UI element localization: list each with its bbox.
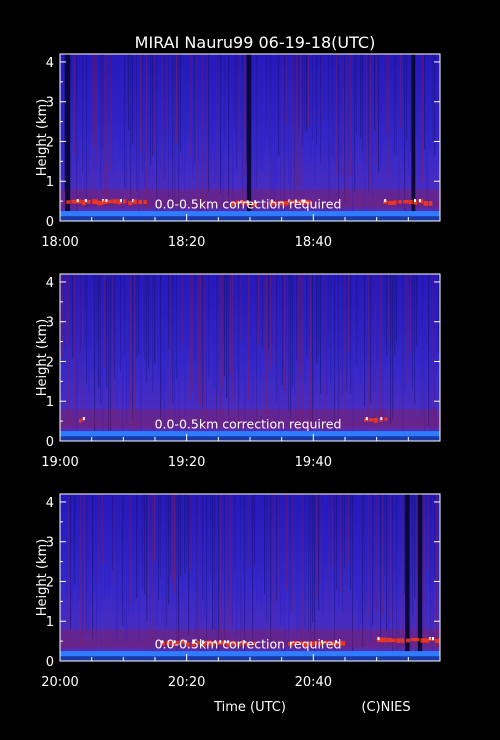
correction-annotation: 0.0-0.5km correction required <box>155 196 342 211</box>
y-tick-label: 2 <box>46 135 54 150</box>
cloud-layer <box>383 199 433 206</box>
credit-label: (C)NIES <box>361 700 410 715</box>
x-tick-label: 20:00 <box>41 675 78 690</box>
panel-3: 0.0-0.5km correction required 0 1 2 3 4 20:00 2… <box>35 493 441 690</box>
x-tick-label: 18:40 <box>295 235 332 250</box>
y-tick-label: 0 <box>46 655 54 670</box>
correction-annotation: 0.0-0.5km correction required <box>155 416 342 431</box>
heatmap-field <box>60 54 440 221</box>
panels-container: 0.0-0.5km correction required 0 1 2 3 4 18:00 1… <box>35 53 441 690</box>
x-tick-label: 18:00 <box>41 235 78 250</box>
x-tick-label: 19:40 <box>295 455 332 470</box>
y-tick-label: 4 <box>46 56 54 71</box>
cloud-layer <box>79 417 85 423</box>
x-tick-label: 19:00 <box>41 455 78 470</box>
x-axis-label: Time (UTC) <box>213 700 286 715</box>
correction-annotation: 0.0-0.5km correction required <box>155 636 342 651</box>
y-tick-label: 3 <box>46 316 54 331</box>
surface-band <box>60 211 440 221</box>
y-tick-label: 1 <box>46 615 54 630</box>
y-axis-label: Height (km) <box>35 319 50 396</box>
y-tick-label: 3 <box>46 96 54 111</box>
dark-column <box>246 54 252 221</box>
cloud-layer <box>231 200 257 207</box>
noise-texture <box>60 274 440 441</box>
figure-title: MIRAI Nauru99 06-19-18(UTC) <box>135 33 376 52</box>
boundary-layer-haze <box>60 409 440 428</box>
cloud-layer <box>269 199 312 206</box>
y-tick-label: 1 <box>46 395 54 410</box>
cloud-layer <box>364 417 388 423</box>
noise-texture <box>60 54 440 221</box>
y-tick-label: 0 <box>46 215 54 230</box>
x-tick-label: 20:20 <box>168 675 205 690</box>
cloud-layer <box>161 640 256 647</box>
panel-2: 0.0-0.5km correction required 0 1 2 3 4 19:00 1… <box>35 273 441 470</box>
heatmap-background <box>60 274 440 441</box>
dark-column <box>405 494 410 661</box>
y-tick-label: 1 <box>46 175 54 190</box>
dark-column <box>65 54 71 221</box>
y-axis-label: Height (km) <box>35 99 50 176</box>
heatmap-field <box>60 274 440 441</box>
dark-column <box>417 494 423 661</box>
cloud-layer <box>376 637 440 643</box>
dark-column <box>411 54 416 221</box>
y-tick-label: 2 <box>46 355 54 370</box>
surface-band <box>60 431 440 441</box>
x-tick-label: 19:20 <box>168 455 205 470</box>
cloud-layer <box>66 199 147 206</box>
panel-1: 0.0-0.5km correction required 0 1 2 3 4 18:00 1… <box>35 53 441 250</box>
x-tick-label: 18:20 <box>168 235 205 250</box>
heatmap-background <box>60 494 440 661</box>
heatmap-field <box>60 494 440 661</box>
y-tick-label: 4 <box>46 496 54 511</box>
y-tick-label: 3 <box>46 536 54 551</box>
x-tick-label: 20:40 <box>295 675 332 690</box>
y-tick-label: 2 <box>46 575 54 590</box>
y-tick-label: 4 <box>46 276 54 291</box>
y-axis-label: Height (km) <box>35 539 50 616</box>
y-tick-label: 0 <box>46 435 54 450</box>
surface-band <box>60 651 440 661</box>
cloud-layer <box>288 640 346 647</box>
